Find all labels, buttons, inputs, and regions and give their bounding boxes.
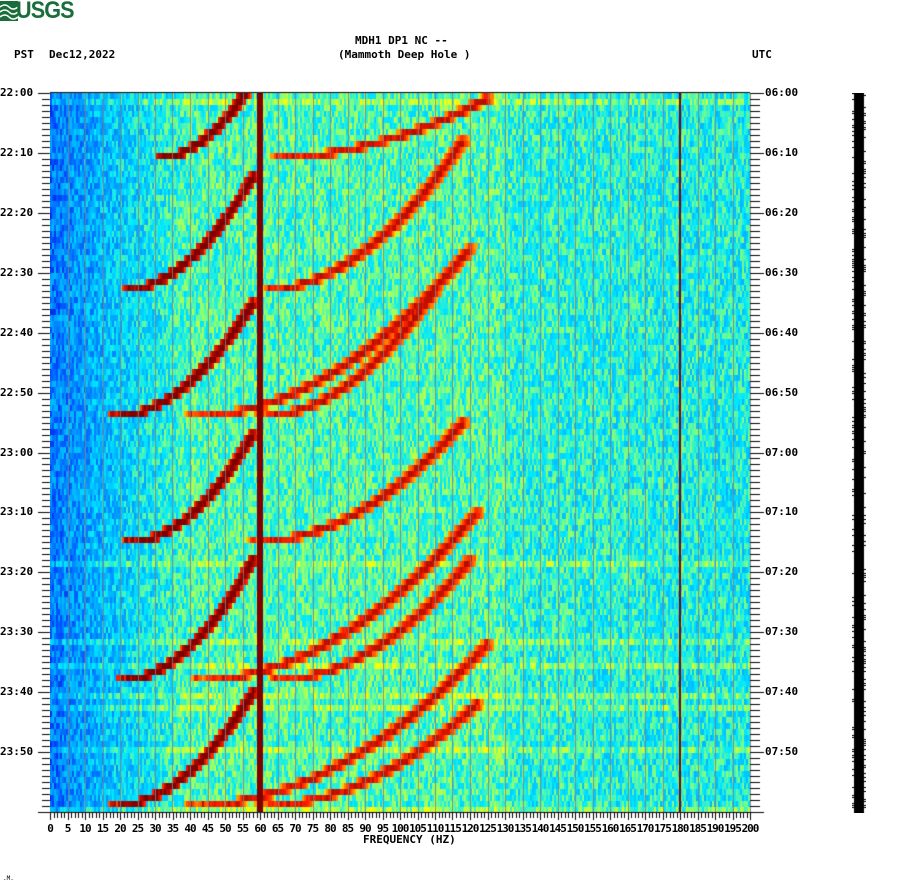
y-tick-label-right: 06:10 [765,145,799,159]
x-tick-label: 140 [531,822,550,835]
x-tick-label: 115 [444,822,462,835]
x-tick-label: 55 [236,822,249,835]
x-tick-label: 175 [654,822,672,835]
x-tick-label: 15 [96,822,109,835]
x-tick-label: 105 [409,822,427,835]
x-tick-label: 200 [741,822,760,835]
y-tick-label-right: 06:50 [765,385,799,399]
y-tick-label-right: 06:30 [765,265,799,279]
x-tick-label: 60 [254,822,266,835]
x-tick-label: 180 [671,822,690,835]
y-tick-label-left: 23:30 [0,625,34,639]
x-tick-label: 85 [341,822,354,835]
usgs-logo: USGS [0,0,82,24]
y-tick-label-right: 06:20 [765,205,799,219]
y-tick-label-left: 23:00 [0,445,34,459]
x-tick-label: 20 [114,822,126,835]
y-tick-label-right: 07:10 [765,505,799,519]
x-tick-label: 120 [461,822,480,835]
x-tick-label: 10 [79,822,91,835]
x-tick-label: 50 [219,822,231,835]
y-tick-label-left: 22:50 [0,385,34,399]
y-tick-label-left: 23:20 [0,565,34,579]
x-tick-label: 90 [359,822,371,835]
y-tick-label-left: 22:20 [0,205,34,219]
x-tick-label: 160 [601,822,620,835]
y-tick-label-left: 23:40 [0,685,34,699]
x-tick-label: 100 [391,822,410,835]
x-tick-label: 70 [289,822,301,835]
spectrogram-plot [50,93,750,812]
y-tick-label-left: 22:00 [0,86,34,99]
amplitude-trace-bar [852,93,866,813]
y-tick-label-right: 07:20 [765,565,799,579]
x-tick-label: 80 [324,822,336,835]
right-timezone: UTC [752,48,772,61]
y-tick-label-right: 07:30 [765,625,799,639]
x-tick-label: 165 [619,822,637,835]
x-tick-label: 135 [514,822,532,835]
logo-text: USGS [16,0,75,24]
x-axis-title: FREQUENCY (HZ) [363,833,456,846]
x-tick-label: 125 [479,822,497,835]
date-label: Dec12,2022 [49,48,116,61]
y-tick-label-right: 07:50 [765,745,799,759]
y-tick-label-left: 23:50 [0,745,34,759]
y-tick-label-right: 07:00 [765,445,799,459]
x-tick-label: 5 [64,822,72,835]
y-tick-label-right: 06:00 [765,86,799,99]
y-tick-label-left: 22:40 [0,325,34,339]
x-tick-label: 195 [724,822,742,835]
x-tick-label: 0 [47,822,54,835]
y-tick-label-left: 22:10 [0,145,34,159]
x-tick-label: 30 [149,822,161,835]
x-tick-label: 65 [271,822,284,835]
x-tick-label: 150 [566,822,585,835]
x-tick-label: 75 [306,822,319,835]
left-timezone: PST [14,48,34,61]
x-tick-label: 130 [496,822,515,835]
x-tick-label: 110 [426,822,445,835]
y-tick-label-right: 06:40 [765,325,799,339]
station-code: MDH1 DP1 NC -- [355,34,448,47]
x-tick-label: 45 [201,822,214,835]
x-tick-label: 40 [184,822,196,835]
x-tick-label: 25 [131,822,144,835]
x-tick-label: 155 [584,822,602,835]
x-tick-label: 145 [549,822,567,835]
x-tick-label: 35 [166,822,179,835]
x-tick-label: 190 [706,822,725,835]
x-tick-label: 170 [636,822,655,835]
footer-mark: .M. [3,875,14,882]
y-tick-label-left: 23:10 [0,505,34,519]
y-tick-label-right: 07:40 [765,685,799,699]
station-name: (Mammoth Deep Hole ) [338,48,471,61]
x-tick-label: 185 [689,822,707,835]
y-tick-label-left: 22:30 [0,265,34,279]
x-tick-label: 95 [376,822,389,835]
